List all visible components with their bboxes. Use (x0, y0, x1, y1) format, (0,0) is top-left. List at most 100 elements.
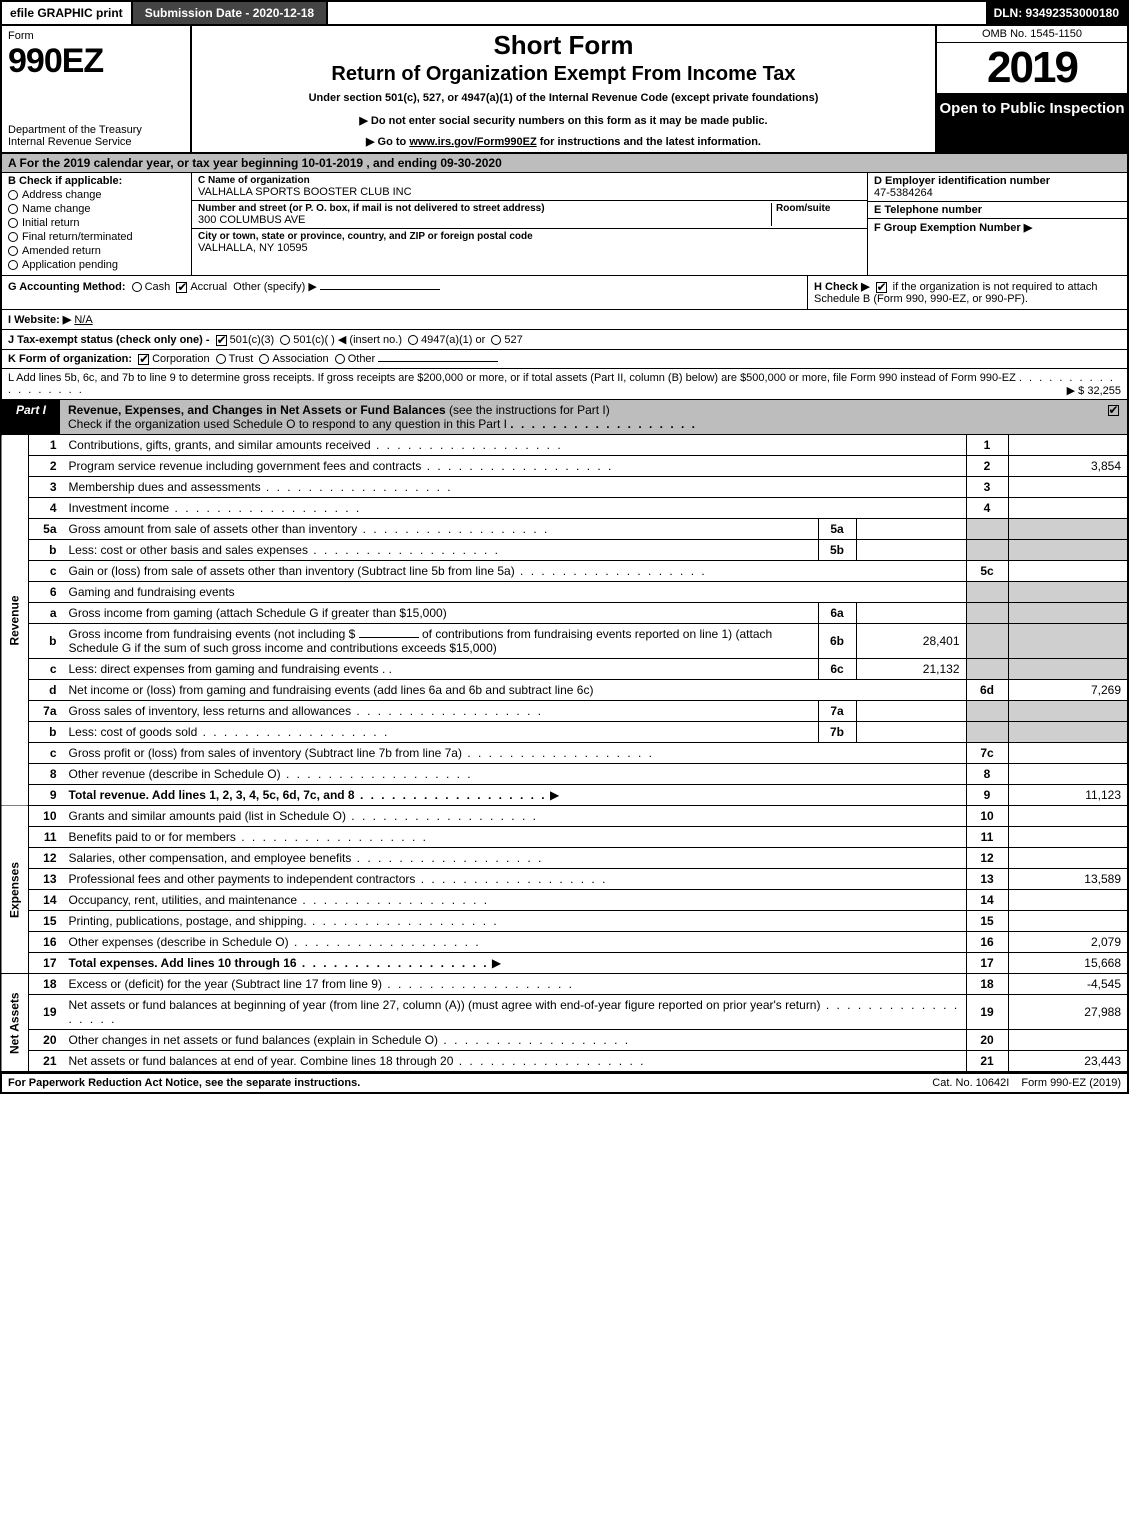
goto-suffix: for instructions and the latest informat… (540, 136, 761, 148)
tax-year: 2019 (937, 43, 1127, 94)
topbar-spacer (328, 2, 985, 24)
info-block: B Check if applicable: Address change Na… (0, 173, 1129, 276)
l5a-no: 5a (29, 519, 63, 540)
goto-prefix: ▶ Go to (366, 136, 409, 148)
chk-cash[interactable] (132, 282, 142, 292)
chk-initial-return[interactable]: Initial return (8, 217, 185, 229)
l17-desc: Total expenses. Add lines 10 through 16 (69, 956, 489, 970)
l7b-desc: Less: cost of goods sold (69, 725, 390, 739)
chk-name-change[interactable]: Name change (8, 203, 185, 215)
row-l: L Add lines 5b, 6c, and 7b to line 9 to … (0, 369, 1129, 400)
l8-no: 8 (29, 764, 63, 785)
opt-corporation: Corporation (152, 353, 209, 365)
chk-name-change-label: Name change (22, 203, 91, 215)
cash-label: Cash (145, 281, 171, 293)
org-name-label: C Name of organization (198, 175, 861, 186)
form-header: Form 990EZ Department of the Treasury In… (0, 24, 1129, 154)
chk-501c[interactable] (280, 335, 290, 345)
col-d: D Employer identification number 47-5384… (867, 173, 1127, 275)
row-h: H Check ▶ if the organization is not req… (807, 276, 1127, 309)
l6b-desc1: Gross income from fundraising events (no… (69, 627, 356, 641)
line-4: 4 Investment income 4 (1, 498, 1128, 519)
efile-print-label[interactable]: efile GRAPHIC print (2, 2, 133, 24)
l9-col: 9 (966, 785, 1008, 806)
part1-header: Part I Revenue, Expenses, and Changes in… (0, 400, 1129, 435)
line-9: 9 Total revenue. Add lines 1, 2, 3, 4, 5… (1, 785, 1128, 806)
l18-no: 18 (29, 974, 63, 995)
l18-val: -4,545 (1008, 974, 1128, 995)
l15-no: 15 (29, 911, 63, 932)
l21-no: 21 (29, 1051, 63, 1072)
title-short-form: Short Form (200, 30, 927, 61)
chk-application-pending-label: Application pending (22, 259, 118, 271)
chk-amended-return-label: Amended return (22, 245, 101, 257)
l5a-shade-no (966, 519, 1008, 540)
l15-col: 15 (966, 911, 1008, 932)
l10-col: 10 (966, 806, 1008, 827)
chk-h[interactable] (876, 282, 887, 293)
other-org-line[interactable] (378, 361, 498, 362)
l6b-subval: 28,401 (856, 624, 966, 659)
k-label: K Form of organization: (8, 353, 132, 365)
l5b-sub: 5b (818, 540, 856, 561)
l6b-shade-val (1008, 624, 1128, 659)
l7a-sub: 7a (818, 701, 856, 722)
l7a-shade-no (966, 701, 1008, 722)
title-return: Return of Organization Exempt From Incom… (200, 63, 927, 86)
l14-no: 14 (29, 890, 63, 911)
chk-application-pending[interactable]: Application pending (8, 259, 185, 271)
chk-final-return[interactable]: Final return/terminated (8, 231, 185, 243)
opt-501c3: 501(c)(3) (230, 334, 275, 346)
irs-label: Internal Revenue Service (8, 136, 184, 148)
l2-no: 2 (29, 456, 63, 477)
chk-trust[interactable] (216, 354, 226, 364)
line-19: 19 Net assets or fund balances at beginn… (1, 995, 1128, 1030)
goto-link[interactable]: www.irs.gov/Form990EZ (409, 136, 536, 148)
col-c: C Name of organization VALHALLA SPORTS B… (192, 173, 867, 275)
l6b-blank[interactable] (359, 637, 419, 638)
l6c-shade-val (1008, 659, 1128, 680)
l-text: L Add lines 5b, 6c, and 7b to line 9 to … (8, 372, 1016, 384)
l6b-shade-no (966, 624, 1008, 659)
submission-date-label: Submission Date - 2020-12-18 (133, 2, 328, 24)
dln-label: DLN: 93492353000180 (986, 2, 1127, 24)
l7a-shade-val (1008, 701, 1128, 722)
line-5c: c Gain or (loss) from sale of assets oth… (1, 561, 1128, 582)
chk-527[interactable] (491, 335, 501, 345)
row-g-h: G Accounting Method: Cash Accrual Other … (0, 276, 1129, 310)
l6c-shade-no (966, 659, 1008, 680)
line-8: 8 Other revenue (describe in Schedule O)… (1, 764, 1128, 785)
line-7a: 7a Gross sales of inventory, less return… (1, 701, 1128, 722)
l10-no: 10 (29, 806, 63, 827)
l1-val (1008, 435, 1128, 456)
chk-accrual[interactable] (176, 282, 187, 293)
chk-4947[interactable] (408, 335, 418, 345)
l6-shade-val (1008, 582, 1128, 603)
l17-no: 17 (29, 953, 63, 974)
chk-501c3[interactable] (216, 335, 227, 346)
part1-sub: (see the instructions for Part I) (449, 403, 610, 417)
line-6: 6 Gaming and fundraising events (1, 582, 1128, 603)
other-specify-line[interactable] (320, 289, 440, 290)
row-j: J Tax-exempt status (check only one) - 5… (0, 330, 1129, 350)
line-11: 11 Benefits paid to or for members 11 (1, 827, 1128, 848)
l1-no: 1 (29, 435, 63, 456)
l7c-desc: Gross profit or (loss) from sales of inv… (69, 746, 655, 760)
l3-col: 3 (966, 477, 1008, 498)
chk-corporation[interactable] (138, 354, 149, 365)
part1-checkbox[interactable] (1108, 405, 1119, 416)
l12-no: 12 (29, 848, 63, 869)
chk-address-change[interactable]: Address change (8, 189, 185, 201)
l6b-desc: Gross income from fundraising events (no… (63, 624, 819, 659)
website-label: I Website: ▶ (8, 314, 71, 326)
chk-amended-return[interactable]: Amended return (8, 245, 185, 257)
row-g: G Accounting Method: Cash Accrual Other … (2, 276, 807, 309)
l6a-subval (856, 603, 966, 624)
l5b-no: b (29, 540, 63, 561)
part1-tag: Part I (2, 400, 60, 434)
opt-501c: 501(c)( ) ◀ (insert no.) (293, 334, 402, 346)
chk-other-org[interactable] (335, 354, 345, 364)
line-5b: b Less: cost or other basis and sales ex… (1, 540, 1128, 561)
l21-col: 21 (966, 1051, 1008, 1072)
chk-association[interactable] (259, 354, 269, 364)
